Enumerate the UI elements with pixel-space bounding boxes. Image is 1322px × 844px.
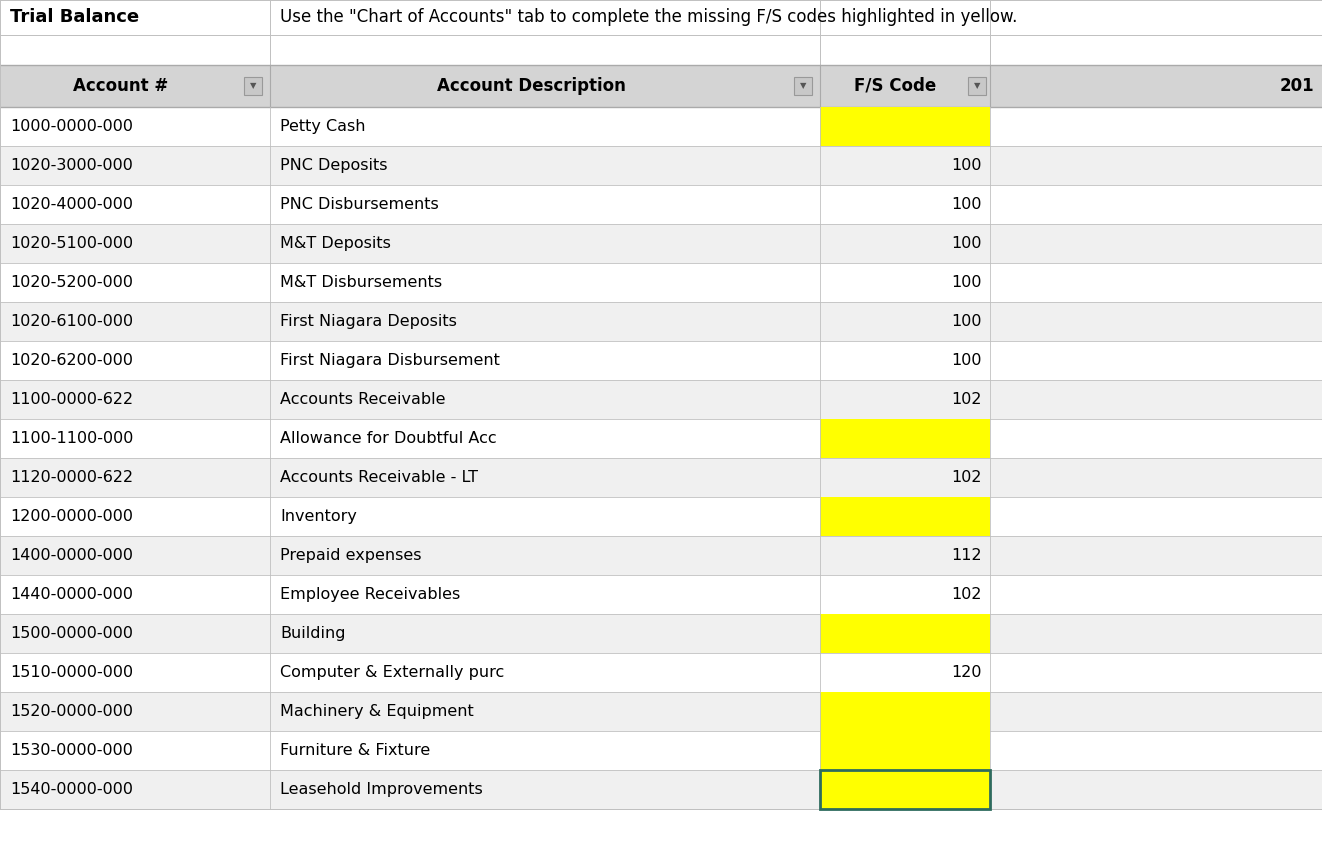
Text: 100: 100 <box>952 236 982 251</box>
Text: Computer & Externally purc: Computer & Externally purc <box>280 665 504 680</box>
Bar <box>0 692 1322 731</box>
Text: First Niagara Disbursement: First Niagara Disbursement <box>280 353 500 368</box>
Bar <box>0 614 1322 653</box>
Bar <box>0 263 1322 302</box>
Text: 1020-6100-000: 1020-6100-000 <box>11 314 134 329</box>
Bar <box>0 497 1322 536</box>
Text: 1520-0000-000: 1520-0000-000 <box>11 704 134 719</box>
Text: PNC Disbursements: PNC Disbursements <box>280 197 439 212</box>
Text: F/S Code: F/S Code <box>854 77 936 95</box>
Text: 100: 100 <box>952 158 982 173</box>
Text: 1100-1100-000: 1100-1100-000 <box>11 431 134 446</box>
Text: First Niagara Deposits: First Niagara Deposits <box>280 314 457 329</box>
Text: M&T Disbursements: M&T Disbursements <box>280 275 442 290</box>
Text: 1540-0000-000: 1540-0000-000 <box>11 782 134 797</box>
Text: ▼: ▼ <box>800 82 806 90</box>
Text: ▼: ▼ <box>250 82 256 90</box>
Text: Account #: Account # <box>74 77 169 95</box>
Text: 100: 100 <box>952 353 982 368</box>
Bar <box>245 77 262 95</box>
Text: M&T Deposits: M&T Deposits <box>280 236 391 251</box>
Bar <box>0 380 1322 419</box>
Text: 100: 100 <box>952 275 982 290</box>
Bar <box>820 419 990 458</box>
Bar <box>0 302 1322 341</box>
Bar <box>968 77 986 95</box>
Text: 201: 201 <box>1280 77 1314 95</box>
Text: Use the "Chart of Accounts" tab to complete the missing F/S codes highlighted in: Use the "Chart of Accounts" tab to compl… <box>280 8 1018 26</box>
Text: 1500-0000-000: 1500-0000-000 <box>11 626 134 641</box>
Text: Trial Balance: Trial Balance <box>11 8 139 26</box>
Bar <box>0 107 1322 146</box>
Text: 120: 120 <box>952 665 982 680</box>
Text: Machinery & Equipment: Machinery & Equipment <box>280 704 473 719</box>
Text: 1100-0000-622: 1100-0000-622 <box>11 392 134 407</box>
Bar <box>0 770 1322 809</box>
Text: 102: 102 <box>952 392 982 407</box>
Bar <box>0 731 1322 770</box>
Text: 1400-0000-000: 1400-0000-000 <box>11 548 134 563</box>
Text: 1020-4000-000: 1020-4000-000 <box>11 197 134 212</box>
Text: Accounts Receivable - LT: Accounts Receivable - LT <box>280 470 479 485</box>
Bar <box>0 419 1322 458</box>
Bar <box>0 458 1322 497</box>
Text: 1020-5100-000: 1020-5100-000 <box>11 236 134 251</box>
Bar <box>820 614 990 653</box>
Text: Employee Receivables: Employee Receivables <box>280 587 460 602</box>
Text: Furniture & Fixture: Furniture & Fixture <box>280 743 430 758</box>
Text: 1020-3000-000: 1020-3000-000 <box>11 158 134 173</box>
Bar <box>0 224 1322 263</box>
Text: 102: 102 <box>952 587 982 602</box>
Text: Building: Building <box>280 626 345 641</box>
Bar <box>0 146 1322 185</box>
Bar <box>0 341 1322 380</box>
Text: Petty Cash: Petty Cash <box>280 119 365 134</box>
Text: 100: 100 <box>952 314 982 329</box>
Bar <box>0 536 1322 575</box>
Text: 1020-6200-000: 1020-6200-000 <box>11 353 134 368</box>
Bar <box>795 77 812 95</box>
Text: Prepaid expenses: Prepaid expenses <box>280 548 422 563</box>
Text: 1020-5200-000: 1020-5200-000 <box>11 275 134 290</box>
Text: Accounts Receivable: Accounts Receivable <box>280 392 446 407</box>
Text: 112: 112 <box>952 548 982 563</box>
Bar <box>0 65 1322 107</box>
Text: 1200-0000-000: 1200-0000-000 <box>11 509 134 524</box>
Text: 1510-0000-000: 1510-0000-000 <box>11 665 134 680</box>
Bar <box>820 107 990 146</box>
Text: Account Description: Account Description <box>436 77 625 95</box>
Text: ▼: ▼ <box>974 82 980 90</box>
Text: Leasehold Improvements: Leasehold Improvements <box>280 782 483 797</box>
Bar <box>0 575 1322 614</box>
Bar <box>820 497 990 536</box>
Text: 102: 102 <box>952 470 982 485</box>
Bar <box>0 35 1322 65</box>
Text: Inventory: Inventory <box>280 509 357 524</box>
Bar <box>0 0 1322 35</box>
Text: 1530-0000-000: 1530-0000-000 <box>11 743 134 758</box>
Text: 1000-0000-000: 1000-0000-000 <box>11 119 134 134</box>
Text: PNC Deposits: PNC Deposits <box>280 158 387 173</box>
Text: 1440-0000-000: 1440-0000-000 <box>11 587 134 602</box>
Text: Allowance for Doubtful Acc: Allowance for Doubtful Acc <box>280 431 497 446</box>
Bar <box>0 185 1322 224</box>
Text: 100: 100 <box>952 197 982 212</box>
Bar <box>820 731 990 770</box>
Bar <box>0 653 1322 692</box>
Bar <box>820 692 990 731</box>
Bar <box>820 770 990 809</box>
Text: 1120-0000-622: 1120-0000-622 <box>11 470 134 485</box>
